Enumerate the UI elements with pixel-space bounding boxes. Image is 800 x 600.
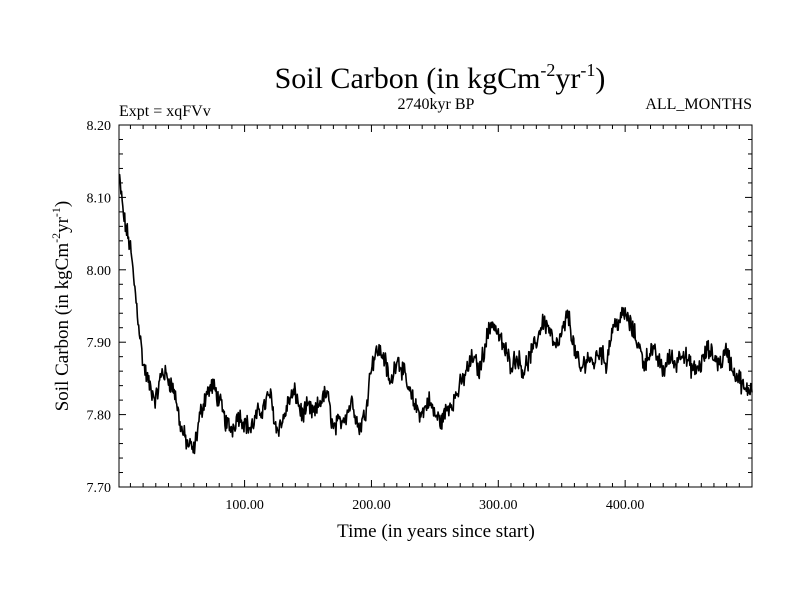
y-axis-label: Soil Carbon (in kgCm-2yr-1) xyxy=(49,201,73,412)
x-tick-label: 400.00 xyxy=(606,498,645,513)
months-label: ALL_MONTHS xyxy=(645,96,752,113)
plot-frame xyxy=(118,124,753,488)
y-tick-label: 8.00 xyxy=(87,264,112,279)
y-tick-label: 7.90 xyxy=(87,336,112,351)
y-tick-label: 7.80 xyxy=(87,409,112,424)
y-tick-label: 8.20 xyxy=(87,119,112,134)
y-tick-label: 8.10 xyxy=(87,191,112,206)
x-tick-label: 100.00 xyxy=(225,498,264,513)
x-tick-label: 200.00 xyxy=(352,498,391,513)
y-axis-ticks: 7.70 7.80 7.90 8.00 8.10 8.20 xyxy=(87,119,752,496)
period-label: 2740kyr BP xyxy=(398,96,475,113)
y-tick-label: 7.70 xyxy=(87,481,112,496)
x-tick-label: 300.00 xyxy=(479,498,518,513)
x-axis-ticks: 100.00 200.00 300.00 400.00 xyxy=(129,125,740,513)
expt-label: Expt = xqFVv xyxy=(119,103,211,120)
chart-title: Soil Carbon (in kgCm-2yr-1) xyxy=(275,60,606,95)
x-axis-label: Time (in years since start) xyxy=(337,521,535,542)
soil-carbon-series-line xyxy=(118,173,753,455)
